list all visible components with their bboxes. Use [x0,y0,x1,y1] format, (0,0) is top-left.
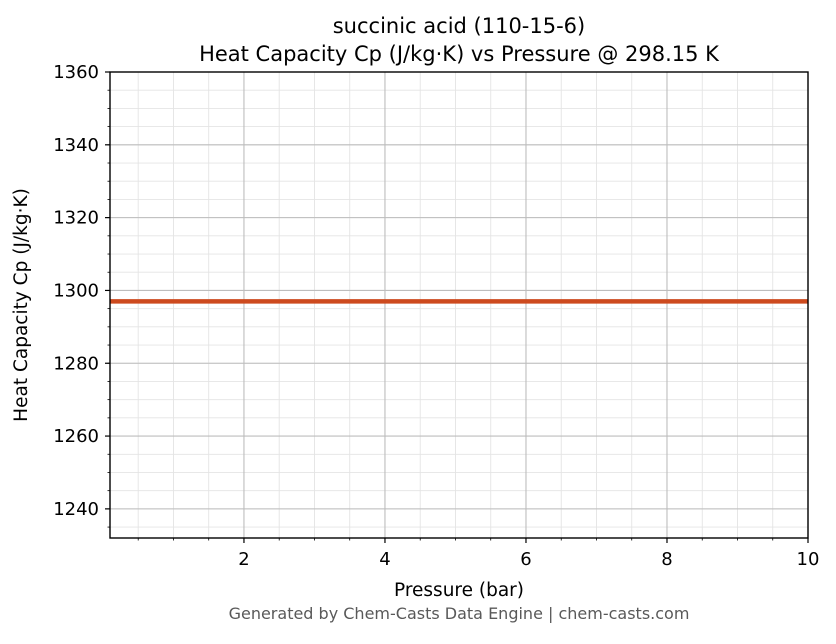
y-tick-label: 1360 [53,62,99,83]
x-tick-label: 6 [520,549,531,570]
y-axis-label: Heat Capacity Cp (J/kg·K) [11,188,32,422]
chart-title: succinic acid (110-15-6) [332,14,586,38]
y-tick-label: 1240 [53,499,99,520]
x-tick-label: 2 [238,549,249,570]
plot-frame [109,71,809,539]
y-tick-label: 1280 [53,353,99,374]
x-axis-label: Pressure (bar) [394,580,524,601]
y-tick-label: 1300 [53,280,99,301]
x-tick-label: 4 [379,549,390,570]
x-tick-label: 8 [661,549,672,570]
footer-credit: Generated by Chem-Casts Data Engine | ch… [228,604,690,623]
y-tick-label: 1320 [53,208,99,229]
x-tick-label: 10 [797,549,820,570]
y-tick-label: 1340 [53,135,99,156]
y-tick-label: 1260 [53,426,99,447]
chart-subtitle: Heat Capacity Cp (J/kg·K) vs Pressure @ … [199,42,719,66]
